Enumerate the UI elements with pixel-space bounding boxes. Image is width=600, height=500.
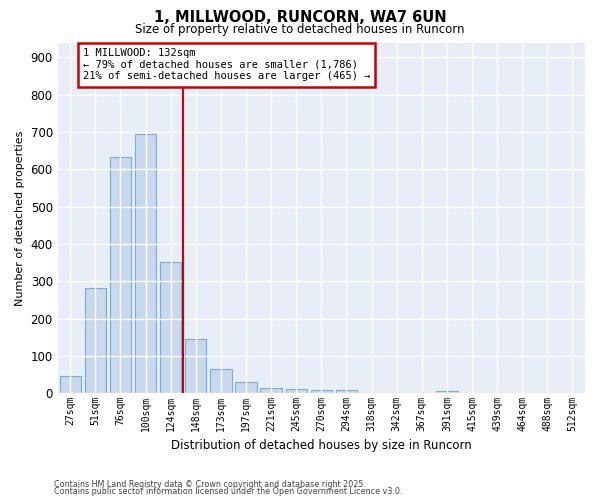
- Bar: [210, 369, 232, 393]
- Bar: [436, 392, 458, 393]
- Bar: [160, 262, 181, 393]
- Bar: [311, 390, 332, 393]
- Bar: [59, 376, 81, 393]
- Bar: [85, 288, 106, 393]
- Text: Size of property relative to detached houses in Runcorn: Size of property relative to detached ho…: [135, 22, 465, 36]
- Text: 1 MILLWOOD: 132sqm
← 79% of detached houses are smaller (1,786)
21% of semi-deta: 1 MILLWOOD: 132sqm ← 79% of detached hou…: [83, 48, 370, 82]
- Bar: [185, 339, 206, 393]
- Bar: [336, 390, 357, 393]
- X-axis label: Distribution of detached houses by size in Runcorn: Distribution of detached houses by size …: [171, 440, 472, 452]
- Text: 1, MILLWOOD, RUNCORN, WA7 6UN: 1, MILLWOOD, RUNCORN, WA7 6UN: [154, 10, 446, 25]
- Text: Contains public sector information licensed under the Open Government Licence v3: Contains public sector information licen…: [54, 488, 403, 496]
- Text: Contains HM Land Registry data © Crown copyright and database right 2025.: Contains HM Land Registry data © Crown c…: [54, 480, 366, 489]
- Bar: [135, 134, 156, 393]
- Y-axis label: Number of detached properties: Number of detached properties: [15, 130, 25, 306]
- Bar: [286, 390, 307, 393]
- Bar: [260, 388, 282, 393]
- Bar: [235, 382, 257, 393]
- Bar: [110, 158, 131, 393]
